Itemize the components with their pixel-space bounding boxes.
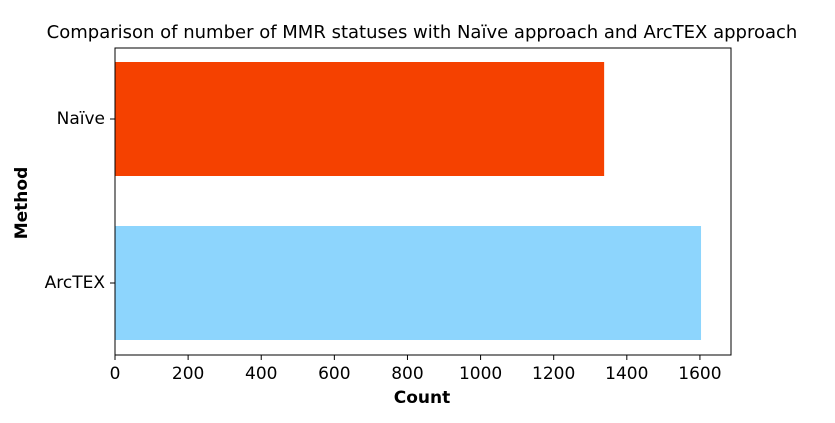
y-axis-label: Method [12, 167, 32, 240]
bar [115, 62, 605, 176]
chart-title: Comparison of number of MMR statuses wit… [47, 22, 798, 43]
x-tick-label: 1600 [678, 364, 721, 384]
x-tick-label: 0 [110, 364, 121, 384]
x-tick-label: 1400 [605, 364, 648, 384]
y-tick-label: ArcTEX [45, 273, 106, 293]
x-tick-label: 800 [391, 364, 423, 384]
x-tick-label: 1200 [532, 364, 575, 384]
bar [115, 226, 702, 340]
x-tick-label: 600 [318, 364, 350, 384]
y-tick-label: Naïve [57, 109, 105, 129]
x-tick-label: 1000 [459, 364, 502, 384]
x-tick-label: 200 [172, 364, 204, 384]
plot-frame [114, 47, 732, 356]
x-tick-label: 400 [245, 364, 277, 384]
x-axis-label: Count [394, 388, 451, 408]
